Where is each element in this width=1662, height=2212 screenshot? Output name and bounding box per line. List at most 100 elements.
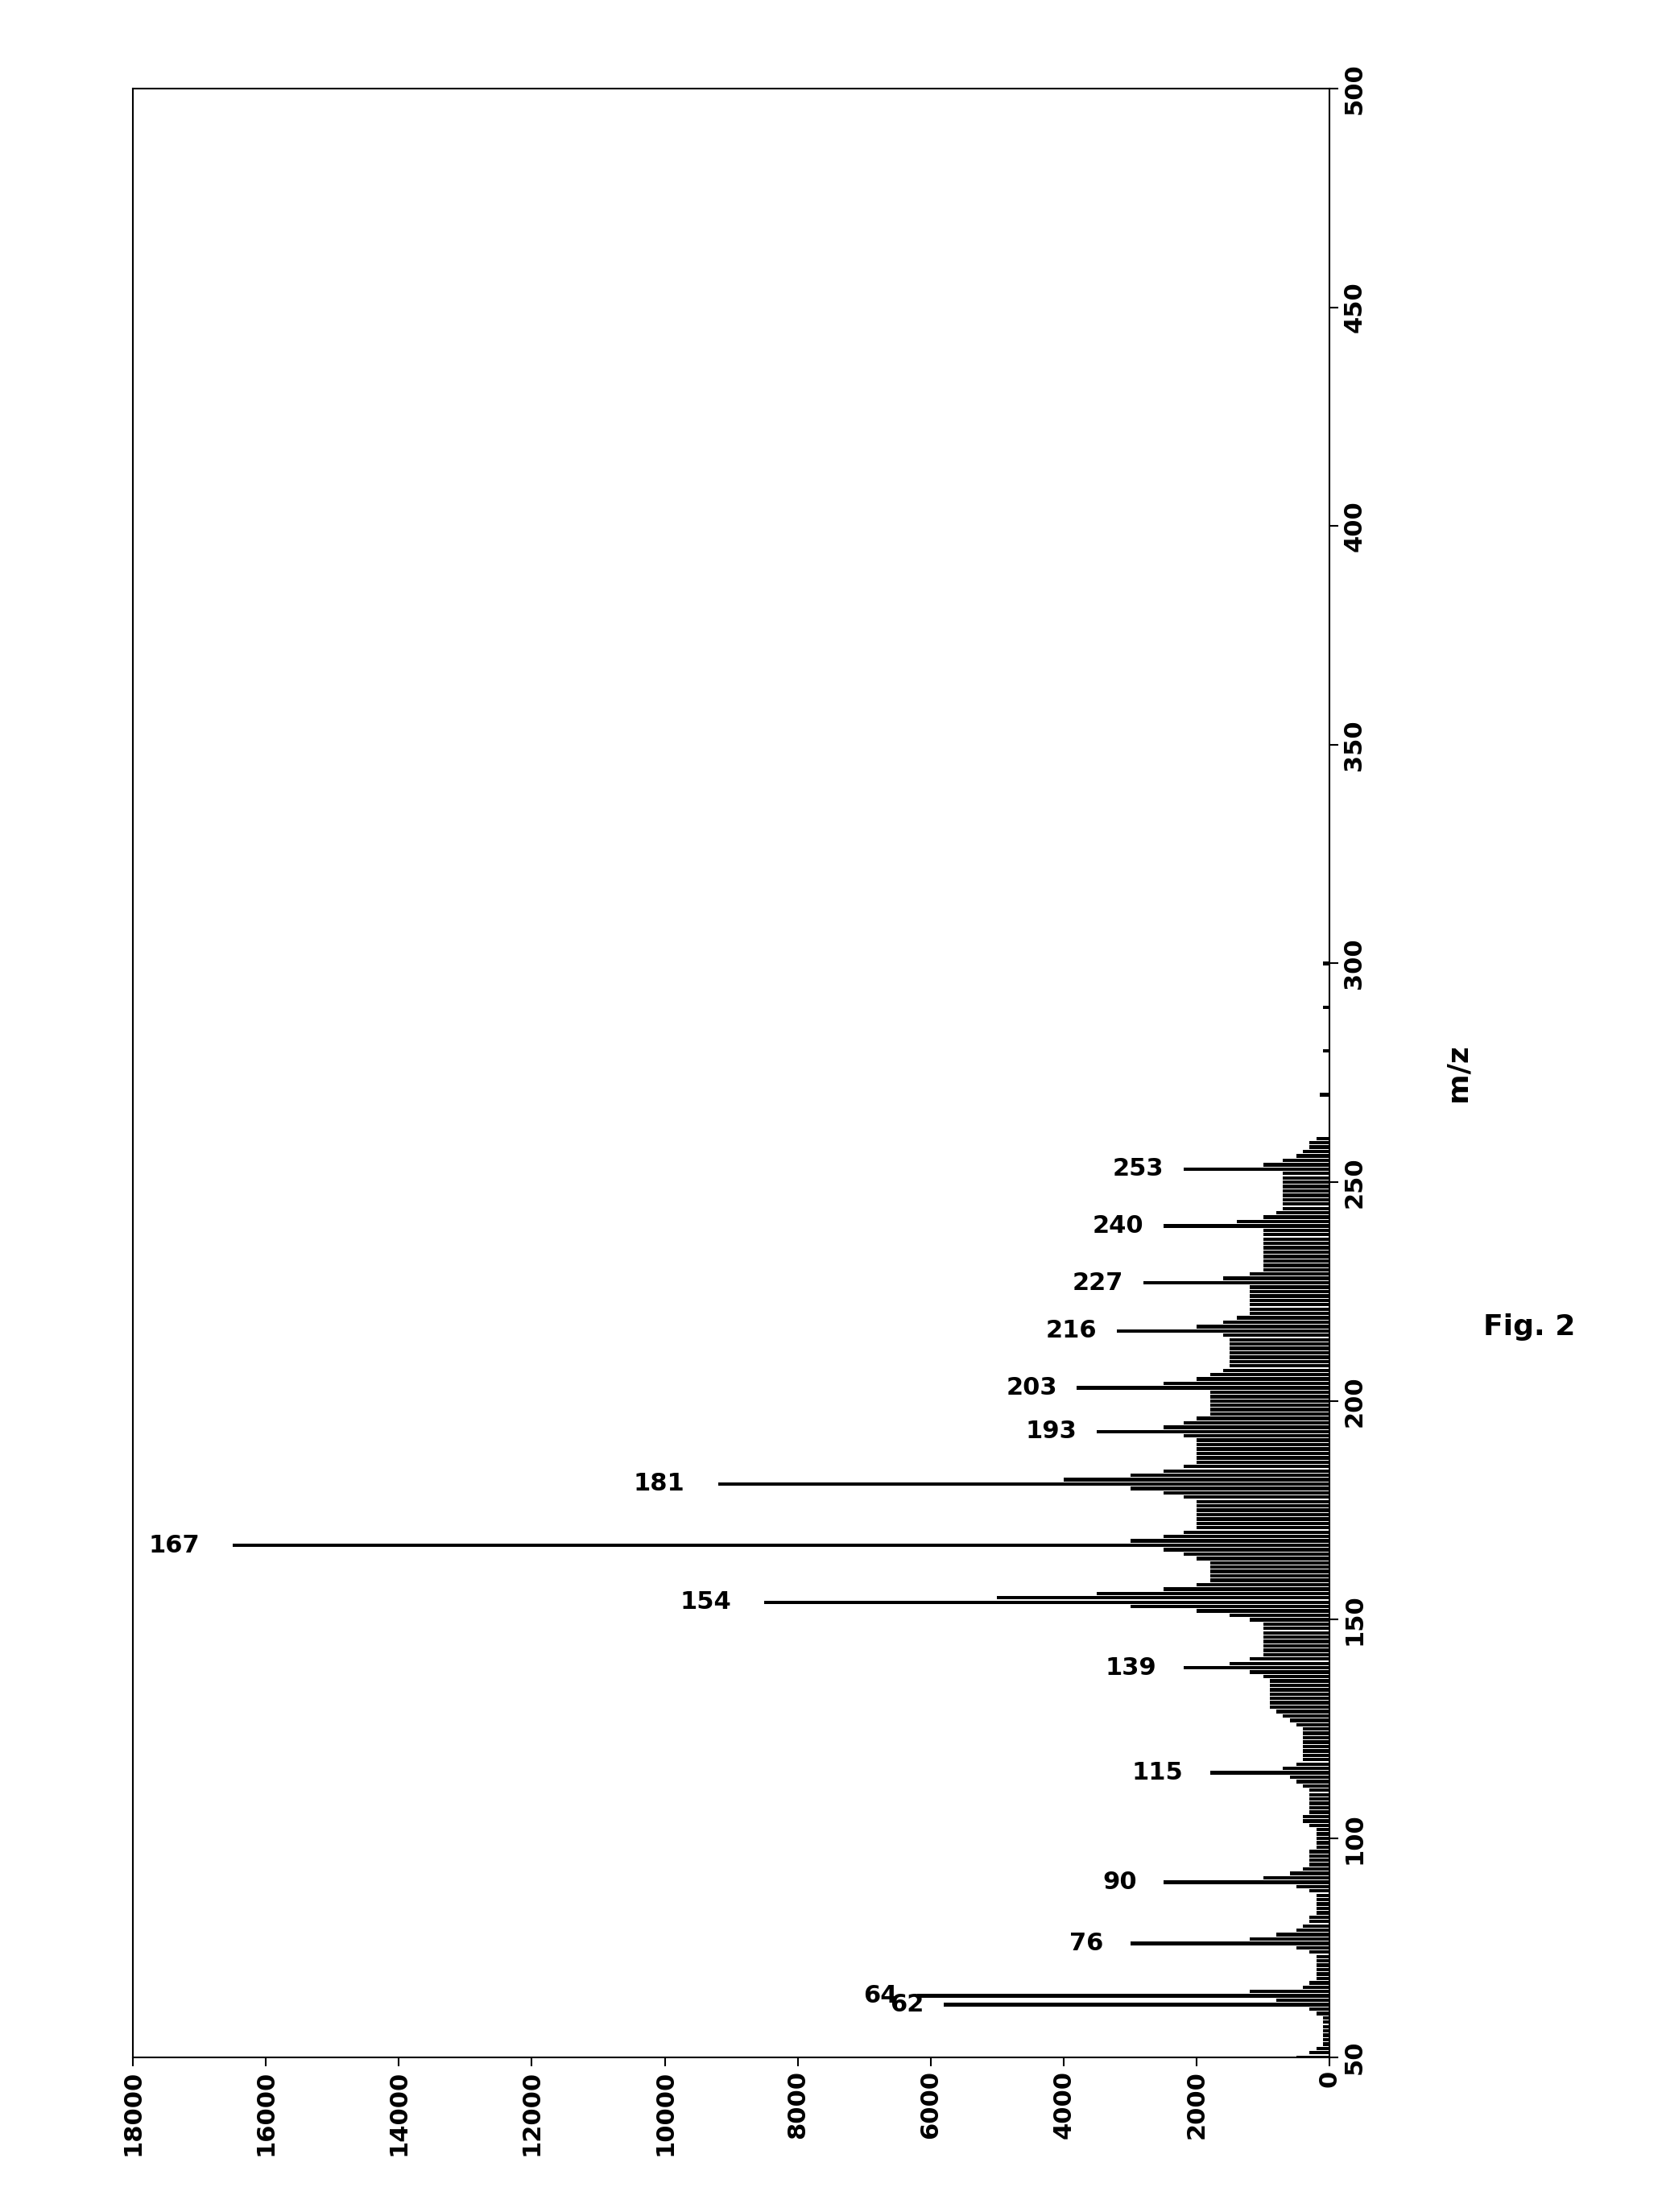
Bar	[1197, 1584, 1330, 1586]
Bar	[1250, 1272, 1330, 1276]
Bar	[1163, 1223, 1330, 1228]
Bar	[1316, 1902, 1330, 1907]
Bar	[1163, 1588, 1330, 1590]
Bar	[1316, 1137, 1330, 1139]
Bar	[1303, 1754, 1330, 1756]
Bar	[1303, 1728, 1330, 1730]
Bar	[1310, 1889, 1330, 1893]
Bar	[1223, 1334, 1330, 1336]
Bar	[1117, 1329, 1330, 1332]
Bar	[233, 1544, 1330, 1546]
Bar	[1270, 1701, 1330, 1705]
Bar	[1316, 1836, 1330, 1840]
Bar	[1316, 1955, 1330, 1958]
Bar	[1263, 1652, 1330, 1657]
Bar	[1310, 1916, 1330, 1920]
Bar	[1290, 1776, 1330, 1778]
Bar	[1263, 1621, 1330, 1626]
Bar	[1163, 1880, 1330, 1885]
Bar	[1250, 1938, 1330, 1940]
Bar	[1303, 1750, 1330, 1752]
Bar	[1197, 1517, 1330, 1522]
Bar	[1283, 1159, 1330, 1161]
Bar	[1263, 1639, 1330, 1644]
Bar	[1097, 1593, 1330, 1595]
Bar	[1320, 1093, 1330, 1097]
Bar	[1303, 1924, 1330, 1927]
Bar	[1230, 1613, 1330, 1617]
Bar	[1143, 1281, 1330, 1285]
Bar	[1270, 1705, 1330, 1710]
Bar	[1310, 1790, 1330, 1792]
Bar	[1270, 1688, 1330, 1692]
Bar	[1316, 2011, 1330, 2015]
Bar	[1316, 1898, 1330, 1902]
Bar	[1210, 1411, 1330, 1416]
Bar	[997, 1597, 1330, 1599]
Bar	[1316, 1827, 1330, 1832]
Bar	[1283, 1177, 1330, 1179]
Bar	[1270, 1692, 1330, 1697]
Bar	[1197, 1513, 1330, 1517]
Bar	[1290, 1871, 1330, 1876]
Bar	[1197, 1460, 1330, 1464]
Bar	[1130, 1604, 1330, 1608]
Bar	[1323, 2015, 1330, 2020]
Bar	[1283, 1199, 1330, 1201]
Bar	[1230, 1347, 1330, 1349]
Bar	[1283, 1172, 1330, 1175]
Bar	[1230, 1360, 1330, 1363]
Bar	[1250, 1617, 1330, 1621]
Bar	[1296, 1723, 1330, 1725]
Bar	[1237, 1316, 1330, 1321]
Bar	[765, 1601, 1330, 1604]
Bar	[1323, 2020, 1330, 2024]
Bar	[1290, 1719, 1330, 1723]
Bar	[1130, 1486, 1330, 1491]
Bar	[1303, 1867, 1330, 1871]
Bar	[1316, 1960, 1330, 1962]
Bar	[1210, 1575, 1330, 1577]
Bar	[1310, 1794, 1330, 1796]
Text: 139: 139	[1105, 1657, 1157, 1679]
Bar	[1197, 1526, 1330, 1528]
Bar	[1197, 1500, 1330, 1504]
Bar	[1250, 1294, 1330, 1298]
Bar	[1303, 1150, 1330, 1152]
Bar	[1323, 2024, 1330, 2028]
Bar	[1296, 1947, 1330, 1949]
Text: 90: 90	[1102, 1871, 1137, 1893]
Text: 240: 240	[1092, 1214, 1143, 1239]
Bar	[1230, 1352, 1330, 1354]
Bar	[1263, 1228, 1330, 1232]
Bar	[1316, 2046, 1330, 2051]
Text: 115: 115	[1132, 1761, 1183, 1785]
Bar	[1296, 1155, 1330, 1157]
Bar	[1296, 1781, 1330, 1783]
Bar	[1197, 1438, 1330, 1442]
Bar	[1303, 1732, 1330, 1734]
Bar	[1250, 1303, 1330, 1307]
Bar	[1163, 1535, 1330, 1537]
Bar	[1316, 1973, 1330, 1975]
Bar	[1263, 1644, 1330, 1648]
Bar	[1303, 1741, 1330, 1743]
Bar	[1316, 1964, 1330, 1966]
Bar	[1310, 1801, 1330, 1805]
Bar	[1276, 1997, 1330, 2002]
Bar	[1310, 1798, 1330, 1801]
Bar	[1310, 1920, 1330, 1922]
Bar	[1263, 1164, 1330, 1166]
Bar	[1263, 1241, 1330, 1245]
Bar	[1210, 1772, 1330, 1774]
Bar	[1250, 1670, 1330, 1674]
Bar	[1323, 2037, 1330, 2042]
Bar	[1303, 1986, 1330, 1989]
Bar	[1197, 1442, 1330, 1447]
Bar	[1316, 1832, 1330, 1836]
Bar	[1310, 1849, 1330, 1854]
Bar	[1250, 1657, 1330, 1661]
Text: 181: 181	[633, 1473, 685, 1495]
Bar	[1270, 1683, 1330, 1688]
Bar	[1283, 1203, 1330, 1206]
